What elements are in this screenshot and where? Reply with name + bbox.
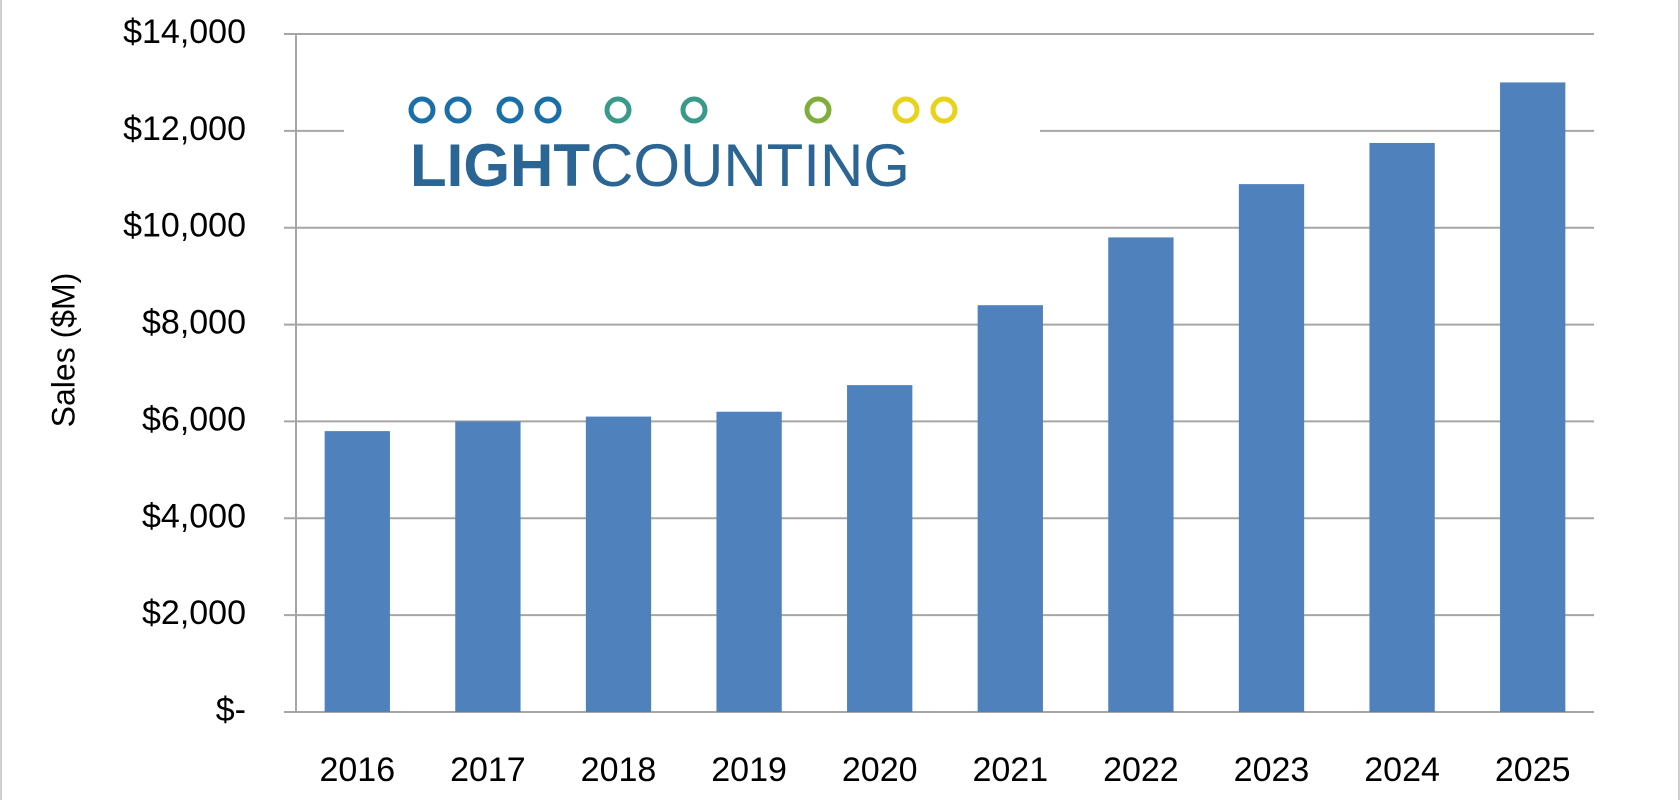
lightcounting-logo: LIGHTCOUNTING bbox=[344, 58, 1040, 200]
logo-circle bbox=[408, 96, 436, 124]
x-tick-label: 2024 bbox=[1364, 751, 1440, 789]
y-tick-label: $12,000 bbox=[123, 110, 246, 148]
x-tick-label: 2025 bbox=[1495, 751, 1571, 789]
bar-2018 bbox=[585, 416, 652, 712]
y-tick-label: $4,000 bbox=[142, 497, 246, 535]
logo-circle bbox=[534, 96, 562, 124]
y-tick-label: $8,000 bbox=[142, 304, 246, 342]
bar-2019 bbox=[716, 411, 782, 712]
x-tick-label: 2021 bbox=[972, 751, 1048, 789]
bar-2024 bbox=[1369, 142, 1435, 712]
y-axis-ticks: $- $2,000 $4,000 $6,000 $8,000 $10,000 $12,000… bbox=[123, 13, 246, 729]
bar-2016 bbox=[324, 431, 390, 712]
bar-2021 bbox=[977, 305, 1043, 712]
logo-circle bbox=[680, 96, 708, 124]
bar-2023 bbox=[1238, 184, 1305, 713]
x-tick-label: 2020 bbox=[842, 751, 918, 789]
logo-text-bold: LIGHT bbox=[410, 132, 590, 199]
bar-2017 bbox=[455, 421, 521, 712]
y-tick-label: $14,000 bbox=[123, 13, 246, 51]
y-tick-label: $- bbox=[216, 691, 246, 729]
logo-text-regular: COUNTING bbox=[590, 132, 910, 199]
logo-circle bbox=[892, 96, 920, 124]
x-tick-label: 2017 bbox=[450, 751, 526, 789]
logo-circle bbox=[930, 96, 958, 124]
x-tick-label: 2018 bbox=[581, 751, 657, 789]
bar-2022 bbox=[1108, 237, 1174, 712]
logo-background bbox=[344, 58, 1040, 200]
y-tick-label: $2,000 bbox=[142, 594, 246, 632]
x-tick-label: 2019 bbox=[711, 751, 787, 789]
logo-text: LIGHTCOUNTING bbox=[410, 132, 910, 199]
bar-2025 bbox=[1500, 82, 1566, 712]
logo-circles bbox=[408, 96, 958, 124]
y-tick-label: $6,000 bbox=[142, 400, 246, 438]
x-tick-label: 2022 bbox=[1103, 751, 1179, 789]
x-axis-ticks: 2016 2017 2018 2019 2020 2021 2022 2023 2024 2025 bbox=[319, 751, 1570, 789]
y-axis-title: Sales ($M) bbox=[45, 273, 81, 428]
x-tick-label: 2023 bbox=[1234, 751, 1310, 789]
logo-circle bbox=[604, 96, 632, 124]
bars bbox=[324, 82, 1566, 713]
logo-circle bbox=[496, 96, 524, 124]
logo-circle bbox=[444, 96, 472, 124]
logo-circle bbox=[804, 96, 832, 124]
y-tick-label: $10,000 bbox=[123, 207, 246, 245]
bar-2020 bbox=[847, 385, 913, 712]
x-tick-label: 2016 bbox=[319, 751, 395, 789]
